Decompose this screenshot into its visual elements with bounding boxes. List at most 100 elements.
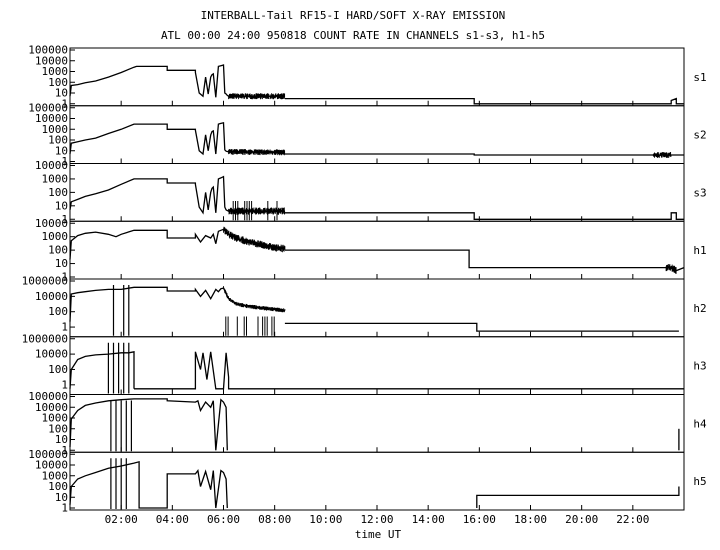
dropout-marks	[112, 285, 130, 336]
noise-band	[228, 207, 286, 215]
noise-band	[228, 93, 286, 100]
x-tick-label: 12:00	[360, 513, 393, 526]
y-tick-label: 10	[55, 199, 68, 212]
y-tick-label: 100	[48, 76, 68, 89]
y-tick-label: 100000	[28, 448, 68, 461]
y-tick-label: 100000	[28, 390, 68, 403]
y-tick-label: 10	[55, 144, 68, 157]
y-tick-label: 1000	[42, 412, 69, 425]
x-tick-label: 18:00	[514, 513, 547, 526]
x-tick-label: 08:00	[258, 513, 291, 526]
y-tick-label: 1000	[42, 123, 69, 136]
y-tick-label: 10	[55, 87, 68, 100]
y-tick-label: 1	[61, 155, 68, 168]
chart-subtitle: ATL 00:00 24:00 950818 COUNT RATE IN CHA…	[161, 29, 545, 42]
dropout-marks	[110, 458, 127, 509]
y-tick-label: 1	[61, 213, 68, 226]
x-tick-label: 22:00	[616, 513, 649, 526]
y-tick-label: 1000	[42, 172, 69, 185]
x-axis: 02:00 04:00 06:00 08:00 10:00 12:00 14:00 16:00…	[105, 513, 650, 526]
y-tick-label: 100	[48, 305, 68, 318]
y-tick-label: 1	[61, 321, 68, 334]
y-tick-label: 100	[48, 134, 68, 147]
x-tick-label: 02:00	[105, 513, 138, 526]
y-tick-label: 10000	[35, 348, 68, 361]
y-tick-label: 100	[48, 422, 68, 435]
series-line	[284, 212, 684, 220]
y-tick-label: 100	[48, 186, 68, 199]
y-tick-label: 100	[48, 244, 68, 257]
y-tick-label: 1	[61, 444, 68, 457]
x-tick-label: 20:00	[565, 513, 598, 526]
spike-marks	[225, 316, 275, 336]
noise-band	[228, 149, 286, 156]
y-tick-label: 1	[61, 378, 68, 391]
y-tick-label: 1000000	[22, 275, 68, 288]
x-axis-label: time UT	[355, 528, 402, 541]
y-tick-label: 100	[48, 363, 68, 376]
y-tick-label: 1000000	[22, 332, 68, 345]
noise-band	[223, 226, 286, 253]
panel-label: h5	[693, 475, 706, 488]
x-tick-label: 04:00	[156, 513, 189, 526]
series-line	[284, 153, 684, 156]
y-tick-label: 10000	[35, 459, 68, 472]
dropout-marks	[107, 342, 130, 394]
panel-label: s1	[693, 71, 706, 84]
series-line	[69, 286, 285, 322]
y-tick-label: 1000	[42, 65, 69, 78]
panel-label: h3	[693, 360, 706, 373]
x-tick-label: 14:00	[412, 513, 445, 526]
panel-label: s3	[693, 186, 706, 199]
panel-h3: 1000000 10000 100 1 h3	[22, 332, 707, 395]
y-tick-label: 1	[61, 271, 68, 284]
x-tick-label: 06:00	[207, 513, 240, 526]
panel-label: h2	[693, 302, 706, 315]
y-tick-label: 10000	[35, 54, 68, 67]
noise-band	[223, 286, 286, 313]
panel-h2: 1000000 10000 100 1 h2	[22, 275, 707, 338]
panel-label: s2	[693, 129, 706, 142]
y-tick-label: 10000	[35, 159, 68, 172]
series-line	[134, 351, 684, 390]
series-line	[284, 97, 684, 105]
y-tick-label: 1000	[42, 230, 69, 243]
x-tick-label: 10:00	[309, 513, 342, 526]
spike-marks	[232, 201, 278, 221]
series-line	[69, 398, 228, 451]
panel-frame	[69, 394, 685, 453]
series-line	[69, 121, 285, 156]
y-tick-label: 1	[61, 502, 68, 515]
x-tick-label: 16:00	[463, 513, 496, 526]
noise-band	[652, 152, 672, 158]
y-tick-label: 10	[55, 491, 68, 504]
y-tick-label: 100000	[28, 44, 68, 57]
y-tick-label: 1000	[42, 469, 69, 482]
y-tick-label: 10	[55, 257, 68, 270]
panel-frame	[69, 336, 685, 395]
y-tick-label: 10000	[35, 401, 68, 414]
y-tick-label: 10000	[35, 112, 68, 125]
series-line	[69, 460, 228, 509]
series-line	[69, 175, 285, 215]
chart-title: INTERBALL-Tail RF15-I HARD/SOFT X-RAY EM…	[201, 9, 506, 22]
panel-label: h4	[693, 417, 707, 430]
y-tick-label: 10000	[35, 217, 68, 230]
series-line	[69, 351, 135, 389]
series-line	[476, 486, 680, 508]
noise-band	[665, 264, 677, 274]
series-line	[69, 64, 285, 98]
panel-frame	[69, 451, 685, 511]
y-tick-label: 1	[61, 97, 68, 110]
y-tick-label: 10000	[35, 290, 68, 303]
series-line	[284, 249, 685, 272]
y-tick-label: 100000	[28, 101, 68, 114]
y-tick-label: 100	[48, 480, 68, 493]
series-line	[284, 322, 679, 332]
y-tick-label: 10	[55, 433, 68, 446]
